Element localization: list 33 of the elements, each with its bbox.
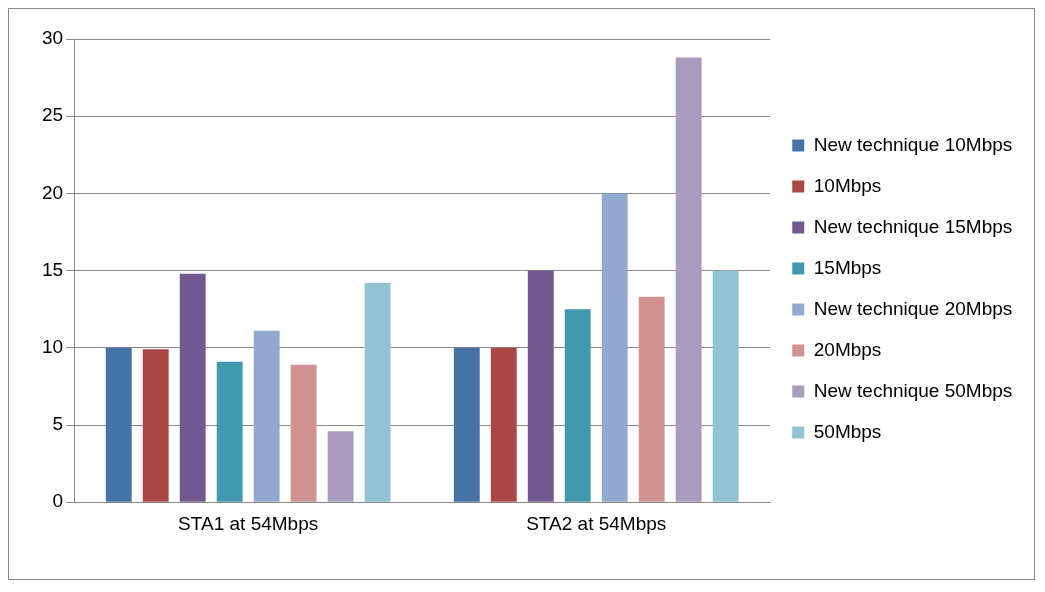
legend-label: New technique 15Mbps — [813, 215, 1013, 237]
bar — [601, 193, 628, 502]
legend-label: 10Mbps — [813, 174, 882, 196]
bar — [216, 361, 243, 502]
y-tick-label: 30 — [41, 27, 64, 49]
legend-label: 15Mbps — [813, 256, 882, 278]
legend-label: New technique 20Mbps — [813, 297, 1013, 319]
bar — [290, 364, 317, 502]
bar — [564, 309, 591, 502]
bar — [638, 296, 665, 502]
bar — [712, 270, 739, 502]
y-tick-label: 25 — [41, 104, 64, 126]
y-tick-label: 10 — [41, 336, 64, 358]
bar — [675, 57, 702, 502]
bar — [253, 330, 280, 502]
y-tick-label: 0 — [52, 490, 64, 512]
bar — [364, 282, 391, 502]
bar — [105, 347, 132, 502]
bar — [142, 349, 169, 502]
legend-label: New technique 50Mbps — [813, 379, 1013, 401]
bar — [179, 273, 206, 502]
legend-label: New technique 10Mbps — [813, 133, 1013, 155]
y-tick-label: 15 — [41, 258, 64, 280]
legend-label: 50Mbps — [813, 420, 882, 442]
bar — [327, 431, 354, 502]
bar — [527, 270, 554, 502]
x-tick-label: STA1 at 54Mbps — [178, 512, 319, 534]
y-tick-label: 5 — [52, 413, 64, 435]
legend-label: 20Mbps — [813, 338, 882, 360]
bar — [490, 347, 517, 502]
y-tick-label: 20 — [41, 181, 64, 203]
x-tick-label: STA2 at 54Mbps — [526, 512, 667, 534]
bar — [453, 347, 480, 502]
